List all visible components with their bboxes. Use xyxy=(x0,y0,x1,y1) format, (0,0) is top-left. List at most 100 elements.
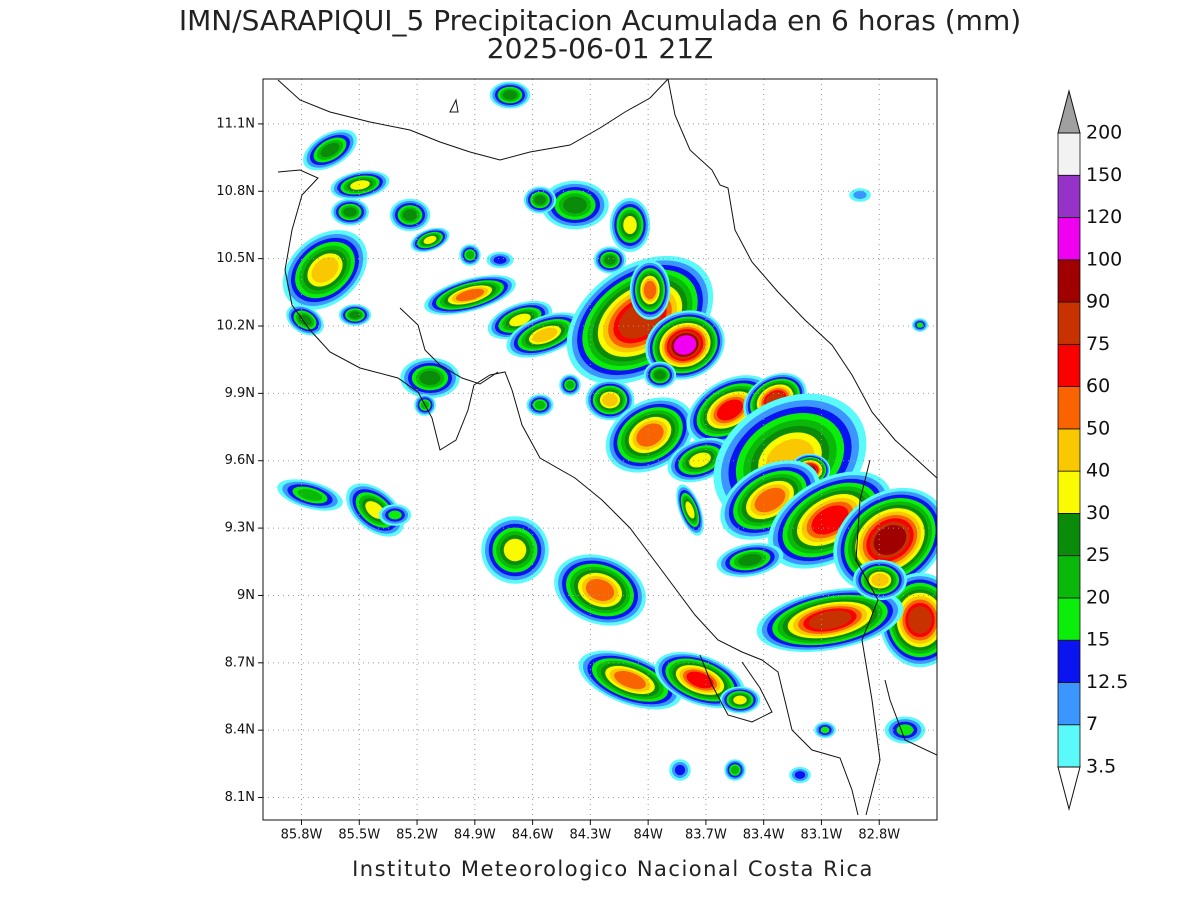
colorbar-label: 3.5 xyxy=(1086,756,1116,778)
colorbar: 3.5 7 12.5 15 20 25 30 40 50 60 75 90 100 120 150 200 xyxy=(1057,89,1128,811)
precip-area xyxy=(811,505,849,535)
precip-area xyxy=(297,489,323,501)
colorbar-label: 150 xyxy=(1086,164,1122,186)
precip-area xyxy=(311,257,339,283)
precip-area xyxy=(754,487,786,513)
precip-area xyxy=(873,525,907,555)
y-tick-label: 9.6N xyxy=(225,453,255,468)
colorbar-swatch xyxy=(1057,513,1081,557)
colorbar-label: 120 xyxy=(1086,206,1122,228)
colorbar-label: 50 xyxy=(1086,417,1110,439)
coastline xyxy=(277,169,859,816)
colorbar-swatch xyxy=(1057,597,1081,641)
precip-area xyxy=(423,235,437,245)
x-tick-label: 85.5W xyxy=(338,828,380,843)
colorbar-label: 200 xyxy=(1086,122,1122,144)
precip-area xyxy=(808,610,852,630)
map-frame xyxy=(262,78,938,821)
precip-area xyxy=(534,195,546,205)
colorbar-label: 15 xyxy=(1086,629,1110,651)
colorbar-swatch xyxy=(1057,132,1081,176)
coastlines xyxy=(277,79,937,816)
coastline xyxy=(884,679,937,756)
precip-area xyxy=(298,314,312,326)
x-tick-label: 83.4W xyxy=(743,828,785,843)
y-tick-label: 9N xyxy=(237,588,255,603)
y-tick-label: 9.3N xyxy=(225,521,255,536)
precip-area xyxy=(465,250,475,260)
x-tick-label: 84W xyxy=(633,828,663,843)
x-tick-label: 84.9W xyxy=(454,828,496,843)
precip-area xyxy=(455,288,485,302)
map-subtitle: 2025-06-01 21Z xyxy=(487,32,713,65)
precip-area xyxy=(733,695,747,705)
precip-area xyxy=(853,190,867,200)
colorbar-label: 30 xyxy=(1086,502,1110,524)
y-tick-label: 8.4N xyxy=(225,723,255,738)
colorbar-over xyxy=(1057,89,1081,134)
colorbar-swatch xyxy=(1057,724,1081,768)
precip-area xyxy=(738,554,762,566)
colorbar-swatch xyxy=(1057,259,1081,303)
x-tick-label: 82.8W xyxy=(858,828,900,843)
precip-area xyxy=(896,724,914,736)
y-tick-label: 10.2N xyxy=(216,319,255,334)
colorbar-swatch xyxy=(1057,639,1081,683)
y-tick-label: 11.1N xyxy=(216,116,255,131)
colorbar-label: 90 xyxy=(1086,291,1110,313)
colorbar-label: 7 xyxy=(1086,713,1098,735)
precip-area xyxy=(654,370,666,380)
colorbar-swatch xyxy=(1057,555,1081,599)
coastline xyxy=(667,79,937,479)
coastline xyxy=(277,79,669,161)
precip-area xyxy=(503,538,527,562)
precip-area xyxy=(493,256,507,264)
colorbar-label: 25 xyxy=(1086,544,1110,566)
colorbar-swatch xyxy=(1057,301,1081,345)
precip-area xyxy=(350,180,370,190)
map-title: IMN/SARAPIQUI_5 Precipitacion Acumulada … xyxy=(179,4,1021,37)
colorbar-swatch xyxy=(1057,428,1081,472)
colorbar-label: 12.5 xyxy=(1086,671,1128,693)
colorbar-swatch xyxy=(1057,386,1081,430)
precip-area xyxy=(916,322,924,328)
precip-area xyxy=(820,726,830,734)
precip-area xyxy=(585,579,615,601)
x-tick-label: 85.8W xyxy=(281,828,323,843)
x-tick-label: 84.6W xyxy=(512,828,554,843)
colorbar-swatch xyxy=(1057,682,1081,726)
x-tick-label: 85.2W xyxy=(396,828,438,843)
colorbar-swatch xyxy=(1057,343,1081,388)
precip-area xyxy=(602,393,618,407)
precip-area xyxy=(636,423,664,447)
colorbar-label: 100 xyxy=(1086,248,1122,270)
precipitation-layer xyxy=(277,81,937,784)
precip-area xyxy=(604,255,616,265)
coastline xyxy=(855,459,881,816)
precip-area xyxy=(614,670,646,690)
precip-area xyxy=(794,771,806,779)
x-tick-label: 83.7W xyxy=(685,828,727,843)
colorbar-label: 40 xyxy=(1086,460,1110,482)
precip-area xyxy=(689,452,711,468)
colorbar-label: 20 xyxy=(1086,586,1110,608)
colorbar-under xyxy=(1057,766,1081,811)
colorbar-label: 75 xyxy=(1086,333,1110,355)
precip-area xyxy=(623,216,637,234)
colorbar-label: 60 xyxy=(1086,375,1110,397)
coastline xyxy=(699,654,773,723)
precip-area xyxy=(871,573,889,587)
x-tick-label: 84.3W xyxy=(569,828,611,843)
precip-area xyxy=(908,606,932,634)
precip-area xyxy=(388,510,402,520)
precip-area xyxy=(716,399,744,421)
x-tick-label: 83.1W xyxy=(801,828,843,843)
precip-area xyxy=(349,311,361,319)
y-tick-label: 8.7N xyxy=(225,655,255,670)
precip-area xyxy=(402,209,418,221)
precip-area xyxy=(685,501,695,519)
precip-area xyxy=(320,142,340,158)
y-tick-label: 9.9N xyxy=(225,386,255,401)
precip-area xyxy=(565,380,575,390)
